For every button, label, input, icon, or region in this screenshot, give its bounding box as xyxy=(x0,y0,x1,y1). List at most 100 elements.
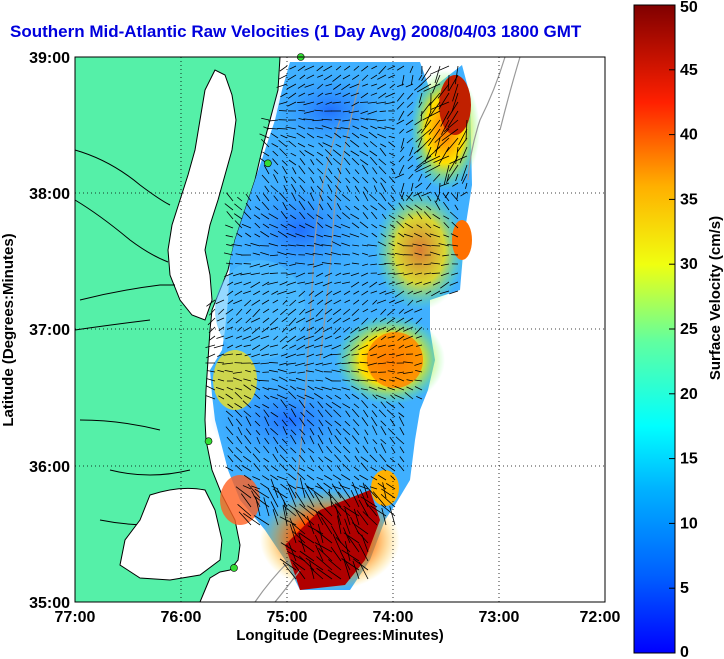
velocity-arrow xyxy=(307,92,315,96)
velocity-arrow xyxy=(325,92,333,95)
velocity-arrow xyxy=(361,335,369,342)
velocity-arrow xyxy=(371,403,378,409)
velocity-arrow xyxy=(372,394,378,400)
velocity-arrow xyxy=(396,101,405,110)
velocity-arrow xyxy=(278,74,288,80)
velocity-arrow xyxy=(251,362,261,365)
velocity-arrow xyxy=(260,482,270,490)
velocity-arrow xyxy=(370,416,378,427)
velocity-arrow xyxy=(291,183,297,193)
velocity-arrow xyxy=(267,127,279,130)
velocity-arrow xyxy=(378,158,387,166)
velocity-arrow xyxy=(272,509,279,526)
velocity-arrow xyxy=(227,344,234,349)
velocity-arrow xyxy=(234,409,243,418)
velocity-arrow xyxy=(218,395,225,400)
velocity-arrow xyxy=(288,317,297,327)
velocity-arrow xyxy=(394,394,405,400)
velocity-arrow xyxy=(245,202,252,211)
velocity-arrow xyxy=(353,403,360,409)
velocity-arrow xyxy=(297,472,306,481)
velocity-arrow xyxy=(439,182,450,187)
velocity-arrow xyxy=(386,326,396,333)
velocity-arrow xyxy=(425,205,432,211)
velocity-arrow xyxy=(205,344,216,348)
colorbar-tick-label: 25 xyxy=(680,321,698,338)
velocity-arrow xyxy=(432,281,441,286)
velocity-arrow xyxy=(394,376,405,382)
velocity-arrow xyxy=(379,317,387,323)
velocity-arrow xyxy=(324,299,333,305)
velocity-arrow xyxy=(394,252,405,256)
velocity-arrow xyxy=(295,272,306,278)
velocity-arrow xyxy=(370,205,378,211)
velocity-arrow xyxy=(262,281,270,287)
velocity-arrow xyxy=(380,335,387,341)
velocity-arrow xyxy=(364,429,369,436)
velocity-arrow xyxy=(333,234,342,238)
velocity-arrow xyxy=(407,155,414,162)
velocity-arrow xyxy=(424,173,432,178)
velocity-arrow xyxy=(312,119,324,122)
velocity-arrow xyxy=(316,482,333,499)
velocity-arrow xyxy=(394,299,405,304)
velocity-arrow xyxy=(358,561,369,580)
velocity-arrow xyxy=(342,119,351,122)
velocity-arrow xyxy=(328,168,333,175)
velocity-arrow xyxy=(403,233,414,238)
velocity-arrow xyxy=(297,371,306,374)
velocity-arrow xyxy=(388,242,396,247)
velocity-arrow xyxy=(342,527,351,544)
velocity-arrow xyxy=(308,167,315,175)
velocity-arrow xyxy=(367,379,378,382)
velocity-arrow xyxy=(307,201,315,211)
velocity-arrow xyxy=(227,281,234,286)
velocity-arrow xyxy=(319,176,324,184)
velocity-arrow xyxy=(455,173,459,182)
velocity-arrow xyxy=(317,92,324,97)
velocity-arrow xyxy=(321,118,333,121)
velocity-arrow xyxy=(454,204,459,211)
velocity-arrow xyxy=(295,362,306,366)
velocity-arrow xyxy=(267,488,279,508)
velocity-arrow xyxy=(299,74,306,80)
velocity-arrow xyxy=(458,128,468,146)
velocity-arrow xyxy=(292,562,306,580)
velocity-arrow xyxy=(304,65,315,71)
velocity-arrow xyxy=(298,194,306,202)
velocity-arrow xyxy=(397,335,405,341)
velocity-arrow xyxy=(356,510,369,526)
velocity-arrow xyxy=(430,101,450,110)
velocity-arrow xyxy=(307,466,315,472)
velocity-arrow xyxy=(359,489,369,508)
velocity-arrow xyxy=(254,233,261,238)
velocity-arrow xyxy=(283,499,288,517)
x-tick-label: 74:00 xyxy=(373,609,414,626)
velocity-arrow xyxy=(225,308,234,315)
velocity-arrow xyxy=(389,506,396,526)
velocity-arrow xyxy=(296,317,306,324)
velocity-arrow xyxy=(318,547,333,562)
velocity-arrow xyxy=(350,326,360,334)
velocity-arrow xyxy=(446,173,450,184)
velocity-arrow xyxy=(450,272,459,276)
velocity-arrow xyxy=(446,164,459,182)
pamlico-sound xyxy=(119,487,223,581)
velocity-arrow xyxy=(318,456,324,463)
velocity-arrow xyxy=(428,119,441,135)
velocity-arrow xyxy=(369,141,378,148)
velocity-arrow xyxy=(269,362,279,364)
velocity-arrow xyxy=(319,194,324,202)
velocity-arrow xyxy=(254,206,261,211)
velocity-arrow xyxy=(286,232,297,238)
velocity-arrow xyxy=(245,370,252,373)
velocity-arrow xyxy=(341,549,360,562)
velocity-arrow xyxy=(269,223,279,229)
velocity-arrow xyxy=(314,243,324,247)
velocity-arrow xyxy=(236,436,243,445)
velocity-arrow xyxy=(326,445,333,454)
velocity-arrow xyxy=(286,550,306,562)
velocity-arrow xyxy=(310,159,315,166)
velocity-arrow xyxy=(363,409,369,418)
